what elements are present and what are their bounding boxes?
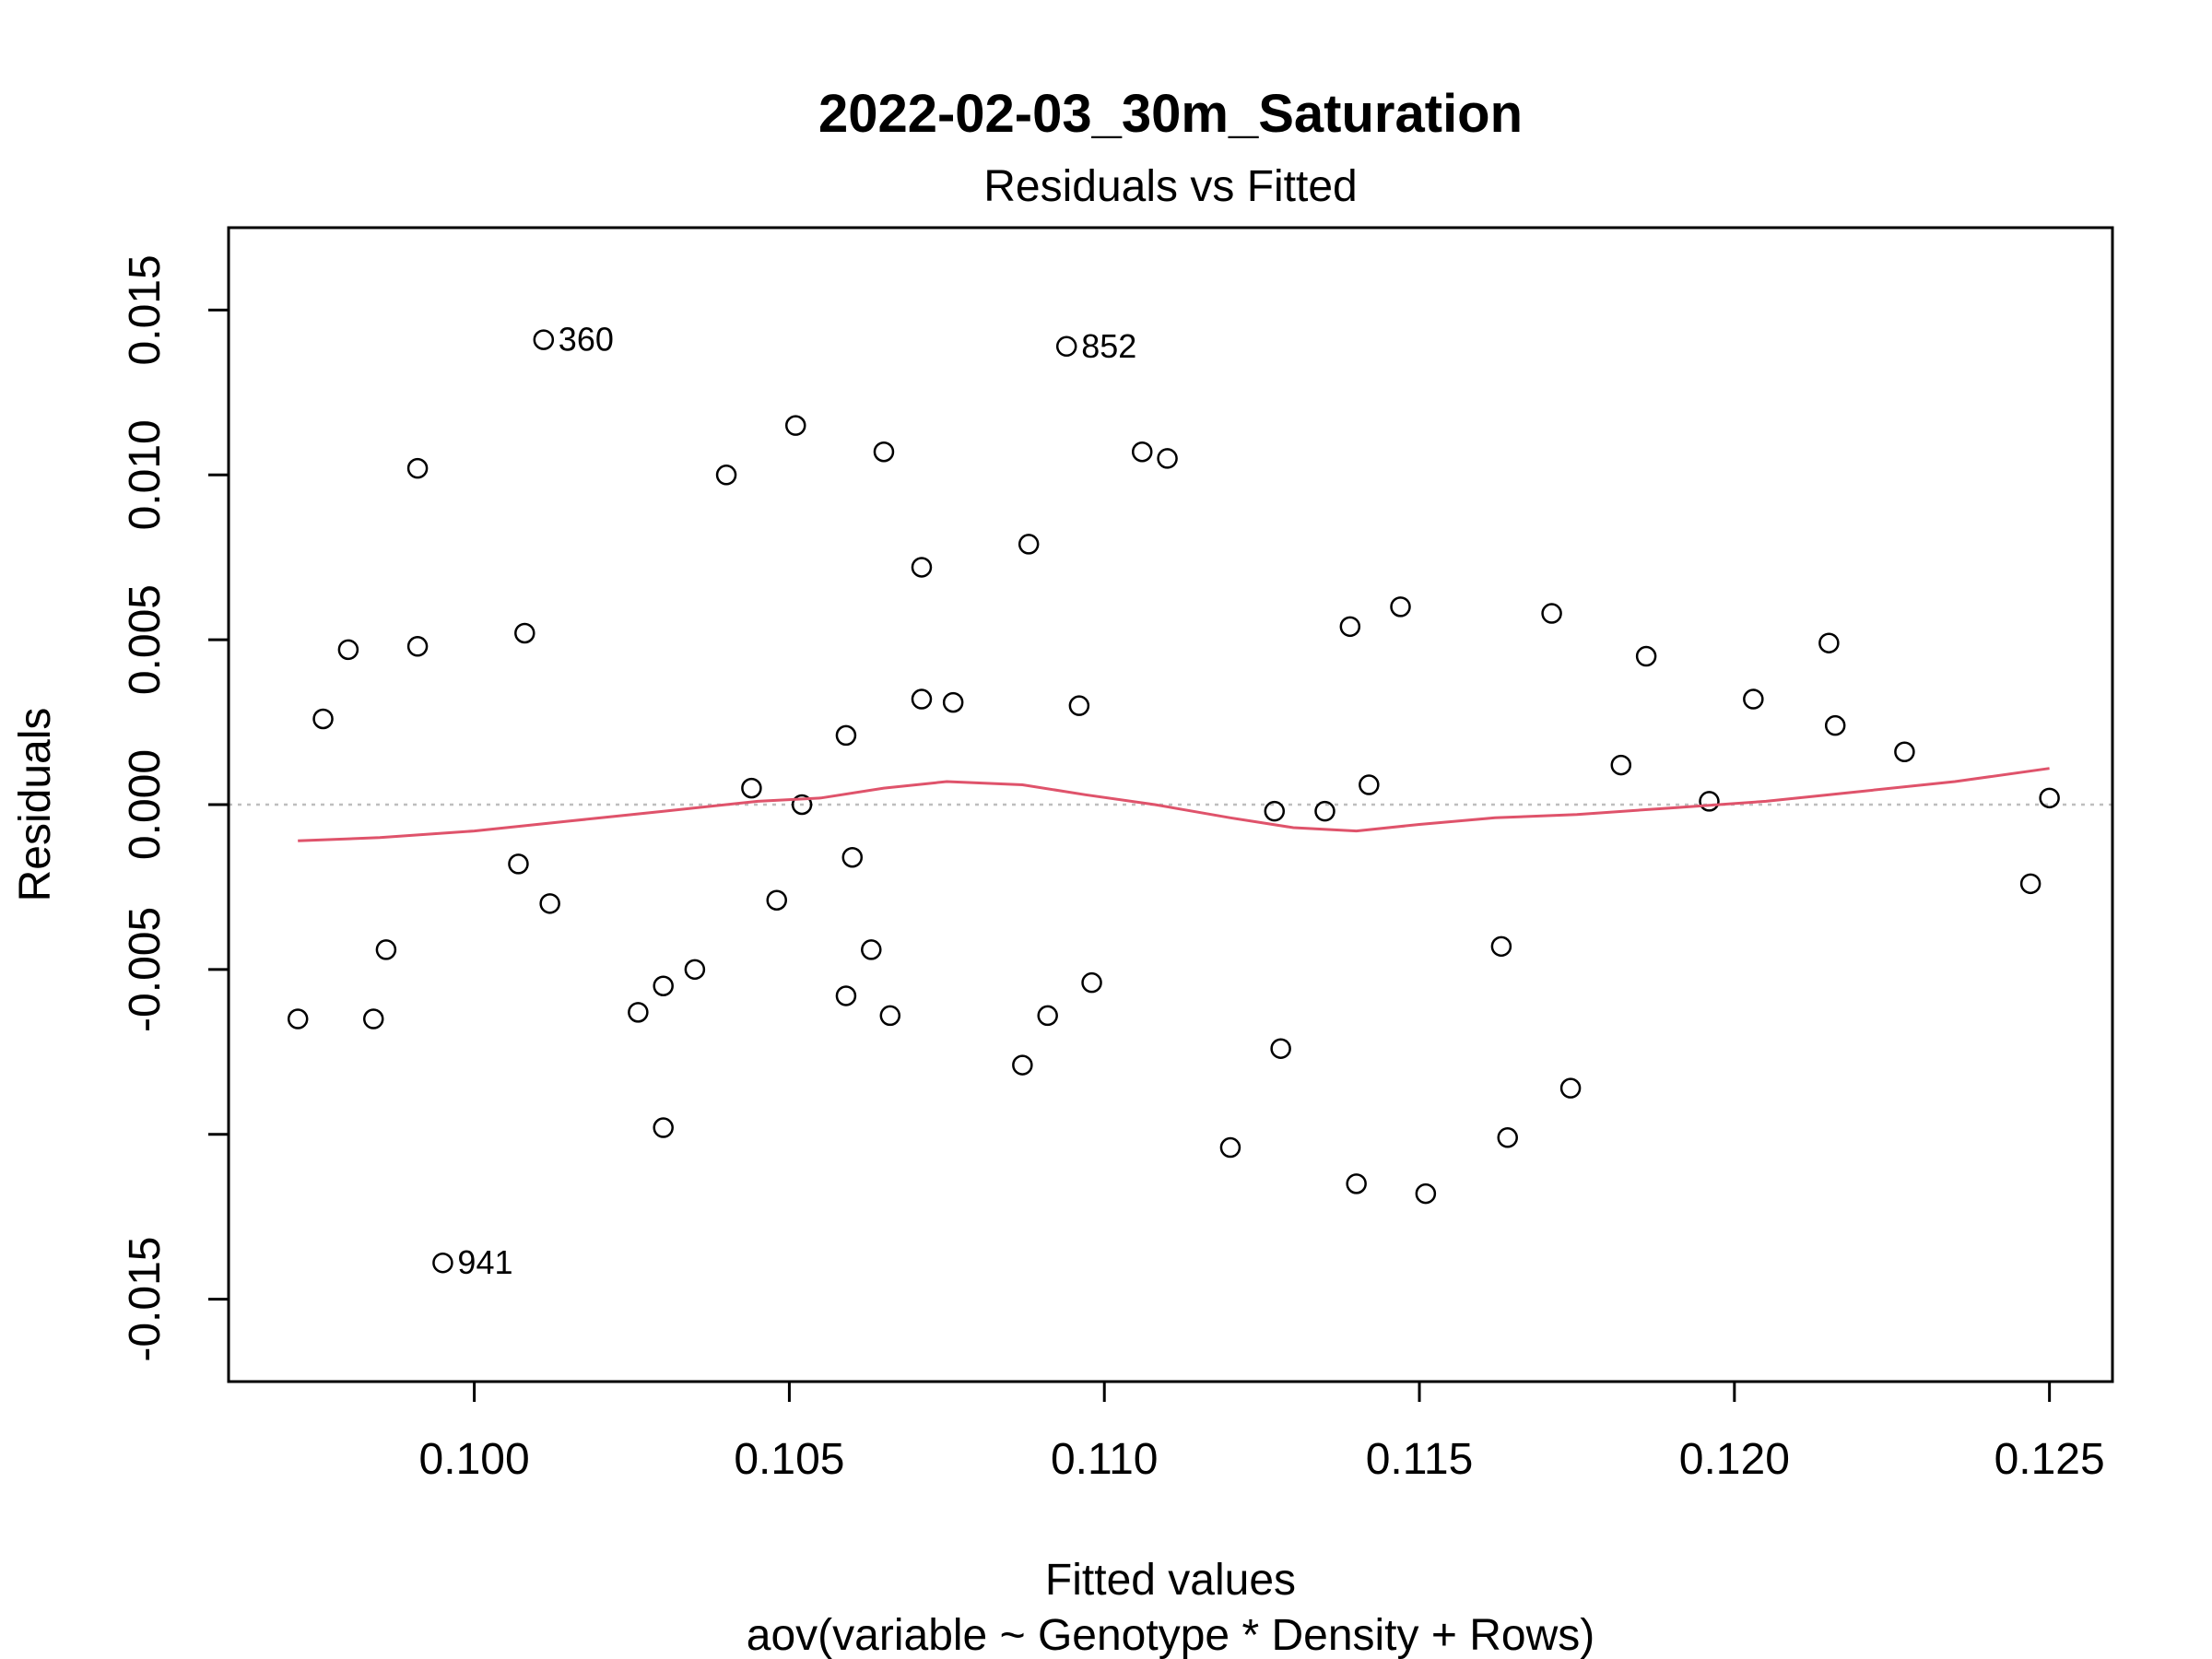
y-tick-label: 0.005 <box>121 584 170 695</box>
data-point <box>1339 616 1361 638</box>
smooth-line <box>298 767 2050 842</box>
x-tick-label: 0.125 <box>1994 1435 2105 1484</box>
y-tick-label: -0.005 <box>121 907 170 1032</box>
data-point <box>508 853 529 875</box>
x-axis-sublabel: aov(variable ~ Genotype * Density + Rows… <box>747 1611 1594 1659</box>
data-point <box>1743 688 1764 710</box>
x-tick-label: 0.115 <box>1366 1435 1474 1484</box>
x-tick-label: 0.100 <box>419 1435 530 1484</box>
y-tick-label: -0.015 <box>121 1237 170 1362</box>
plot-area: 941 360 852 <box>229 321 2112 1281</box>
y-tick-label: 0.010 <box>121 419 170 530</box>
data-point <box>1131 441 1153 463</box>
y-axis-label: Residuals <box>11 708 60 902</box>
data-point <box>653 975 674 996</box>
data-point <box>1415 1182 1437 1205</box>
data-point <box>1894 741 1915 763</box>
data-point <box>628 1002 649 1023</box>
data-point <box>1359 774 1380 795</box>
y-axis: -0.015 -0.005 0.000 0.005 0.010 0.015 <box>121 254 229 1362</box>
data-point <box>835 724 857 747</box>
x-tick-label: 0.105 <box>734 1435 844 1484</box>
data-point <box>1497 1127 1518 1148</box>
data-point <box>1081 971 1102 994</box>
x-tick-label: 0.110 <box>1051 1435 1159 1484</box>
data-point <box>1559 1077 1582 1099</box>
data-point <box>1824 714 1846 736</box>
data-point <box>1157 448 1178 469</box>
y-tick-label: 0.000 <box>121 749 170 860</box>
data-point <box>533 329 555 350</box>
data-point <box>312 708 334 730</box>
data-point <box>1490 935 1512 958</box>
chart-title: 2022-02-03_30m_Saturation <box>818 84 1523 144</box>
data-point <box>766 889 787 911</box>
data-point <box>1219 1136 1241 1159</box>
data-point <box>1270 1038 1291 1059</box>
x-axis: 0.100 0.105 0.110 0.115 0.120 0.125 <box>419 1382 2105 1484</box>
data-point <box>1818 632 1840 653</box>
data-point <box>841 846 864 868</box>
data-point <box>861 939 882 960</box>
data-point <box>911 557 933 578</box>
data-point <box>1314 800 1335 822</box>
data-point <box>684 959 706 981</box>
data-point <box>942 691 964 713</box>
data-point <box>1699 791 1720 812</box>
data-point <box>1068 695 1090 716</box>
data-point <box>1610 754 1632 776</box>
data-point <box>1390 596 1411 618</box>
data-point <box>432 1252 453 1274</box>
data-point <box>1635 645 1657 667</box>
point-label: 852 <box>1081 327 1136 365</box>
data-point <box>1264 800 1286 822</box>
data-point <box>1012 1054 1033 1076</box>
data-point <box>653 1117 674 1138</box>
data-point <box>791 794 813 816</box>
data-point <box>715 465 737 486</box>
data-point <box>741 777 762 799</box>
data-point <box>879 1005 901 1027</box>
data-point <box>911 688 933 710</box>
data-point <box>2019 873 2041 895</box>
data-point <box>873 441 895 463</box>
point-label: 941 <box>457 1243 512 1281</box>
data-point <box>1346 1173 1367 1194</box>
data-point <box>287 1008 309 1030</box>
y-tick-label: 0.015 <box>121 254 170 365</box>
data-point <box>337 639 359 661</box>
data-point <box>1541 603 1562 624</box>
data-point <box>375 939 397 960</box>
data-point <box>2039 787 2060 809</box>
data-point <box>835 985 857 1006</box>
point-label: 360 <box>559 321 614 359</box>
x-axis-label: Fitted values <box>1045 1556 1296 1605</box>
data-point <box>406 636 429 657</box>
x-tick-label: 0.120 <box>1679 1435 1790 1484</box>
chart-subtitle: Residuals vs Fitted <box>983 162 1358 211</box>
data-point <box>1018 534 1040 555</box>
data-point <box>514 622 535 644</box>
data-point <box>406 457 429 479</box>
data-point <box>539 893 560 914</box>
data-point <box>1037 1005 1058 1027</box>
data-point <box>785 415 806 436</box>
data-point <box>362 1008 384 1030</box>
data-point <box>1055 335 1077 358</box>
